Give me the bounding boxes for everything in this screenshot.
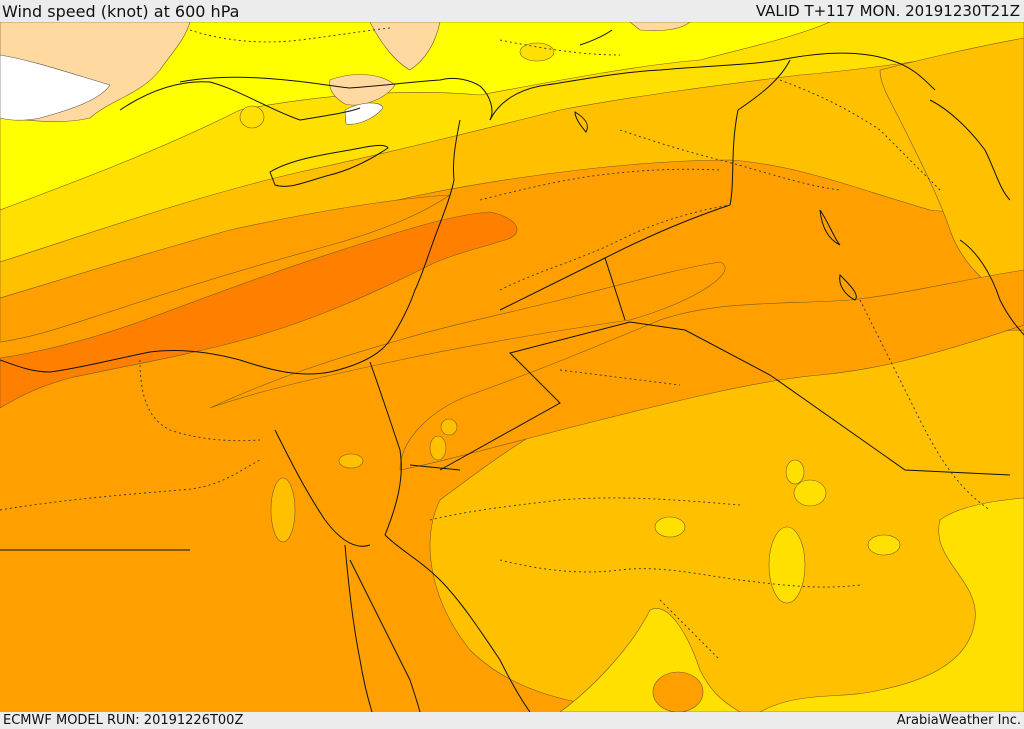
header-bar: Wind speed (knot) at 600 hPa VALID T+117… [0,0,1024,22]
no-data-white [0,54,111,121]
band-pale-3 [629,22,691,32]
cell-7 [519,42,555,62]
band-central-orange [209,261,726,409]
cell-3 [785,459,805,485]
footer-bar: ECMWF MODEL RUN: 20191226T00Z ArabiaWeat… [0,712,1024,729]
cell-6 [239,105,265,129]
cell-4 [768,526,806,604]
model-run: ECMWF MODEL RUN: 20191226T00Z [3,713,244,728]
cell-11 [440,418,458,436]
cell-12 [652,671,704,712]
borders [0,27,991,661]
cell-10 [429,435,447,461]
cell-5 [867,534,901,556]
valid-time: VALID T+117 MON. 20191230T21Z [755,2,1020,20]
band-se-gold [759,497,1024,712]
band-central-orange-2 [399,269,1024,471]
cell-2 [793,479,827,507]
no-data-white-2 [344,102,384,125]
band-ne-orange [879,37,1024,301]
map-title: Wind speed (knot) at 600 hPa [2,1,240,21]
band-pale-n [369,22,441,71]
map-canvas [0,22,1024,712]
cell-8 [270,477,296,543]
cell-1 [654,516,686,538]
wind-speed-map [0,22,1024,712]
band-yellow [0,22,831,211]
coastlines [0,29,1024,712]
credit: ArabiaWeather Inc. [896,713,1021,728]
band-west-orange [0,194,452,343]
band-dark-orange [0,211,518,409]
cell-9 [338,453,364,469]
band-pale-2 [329,74,396,106]
